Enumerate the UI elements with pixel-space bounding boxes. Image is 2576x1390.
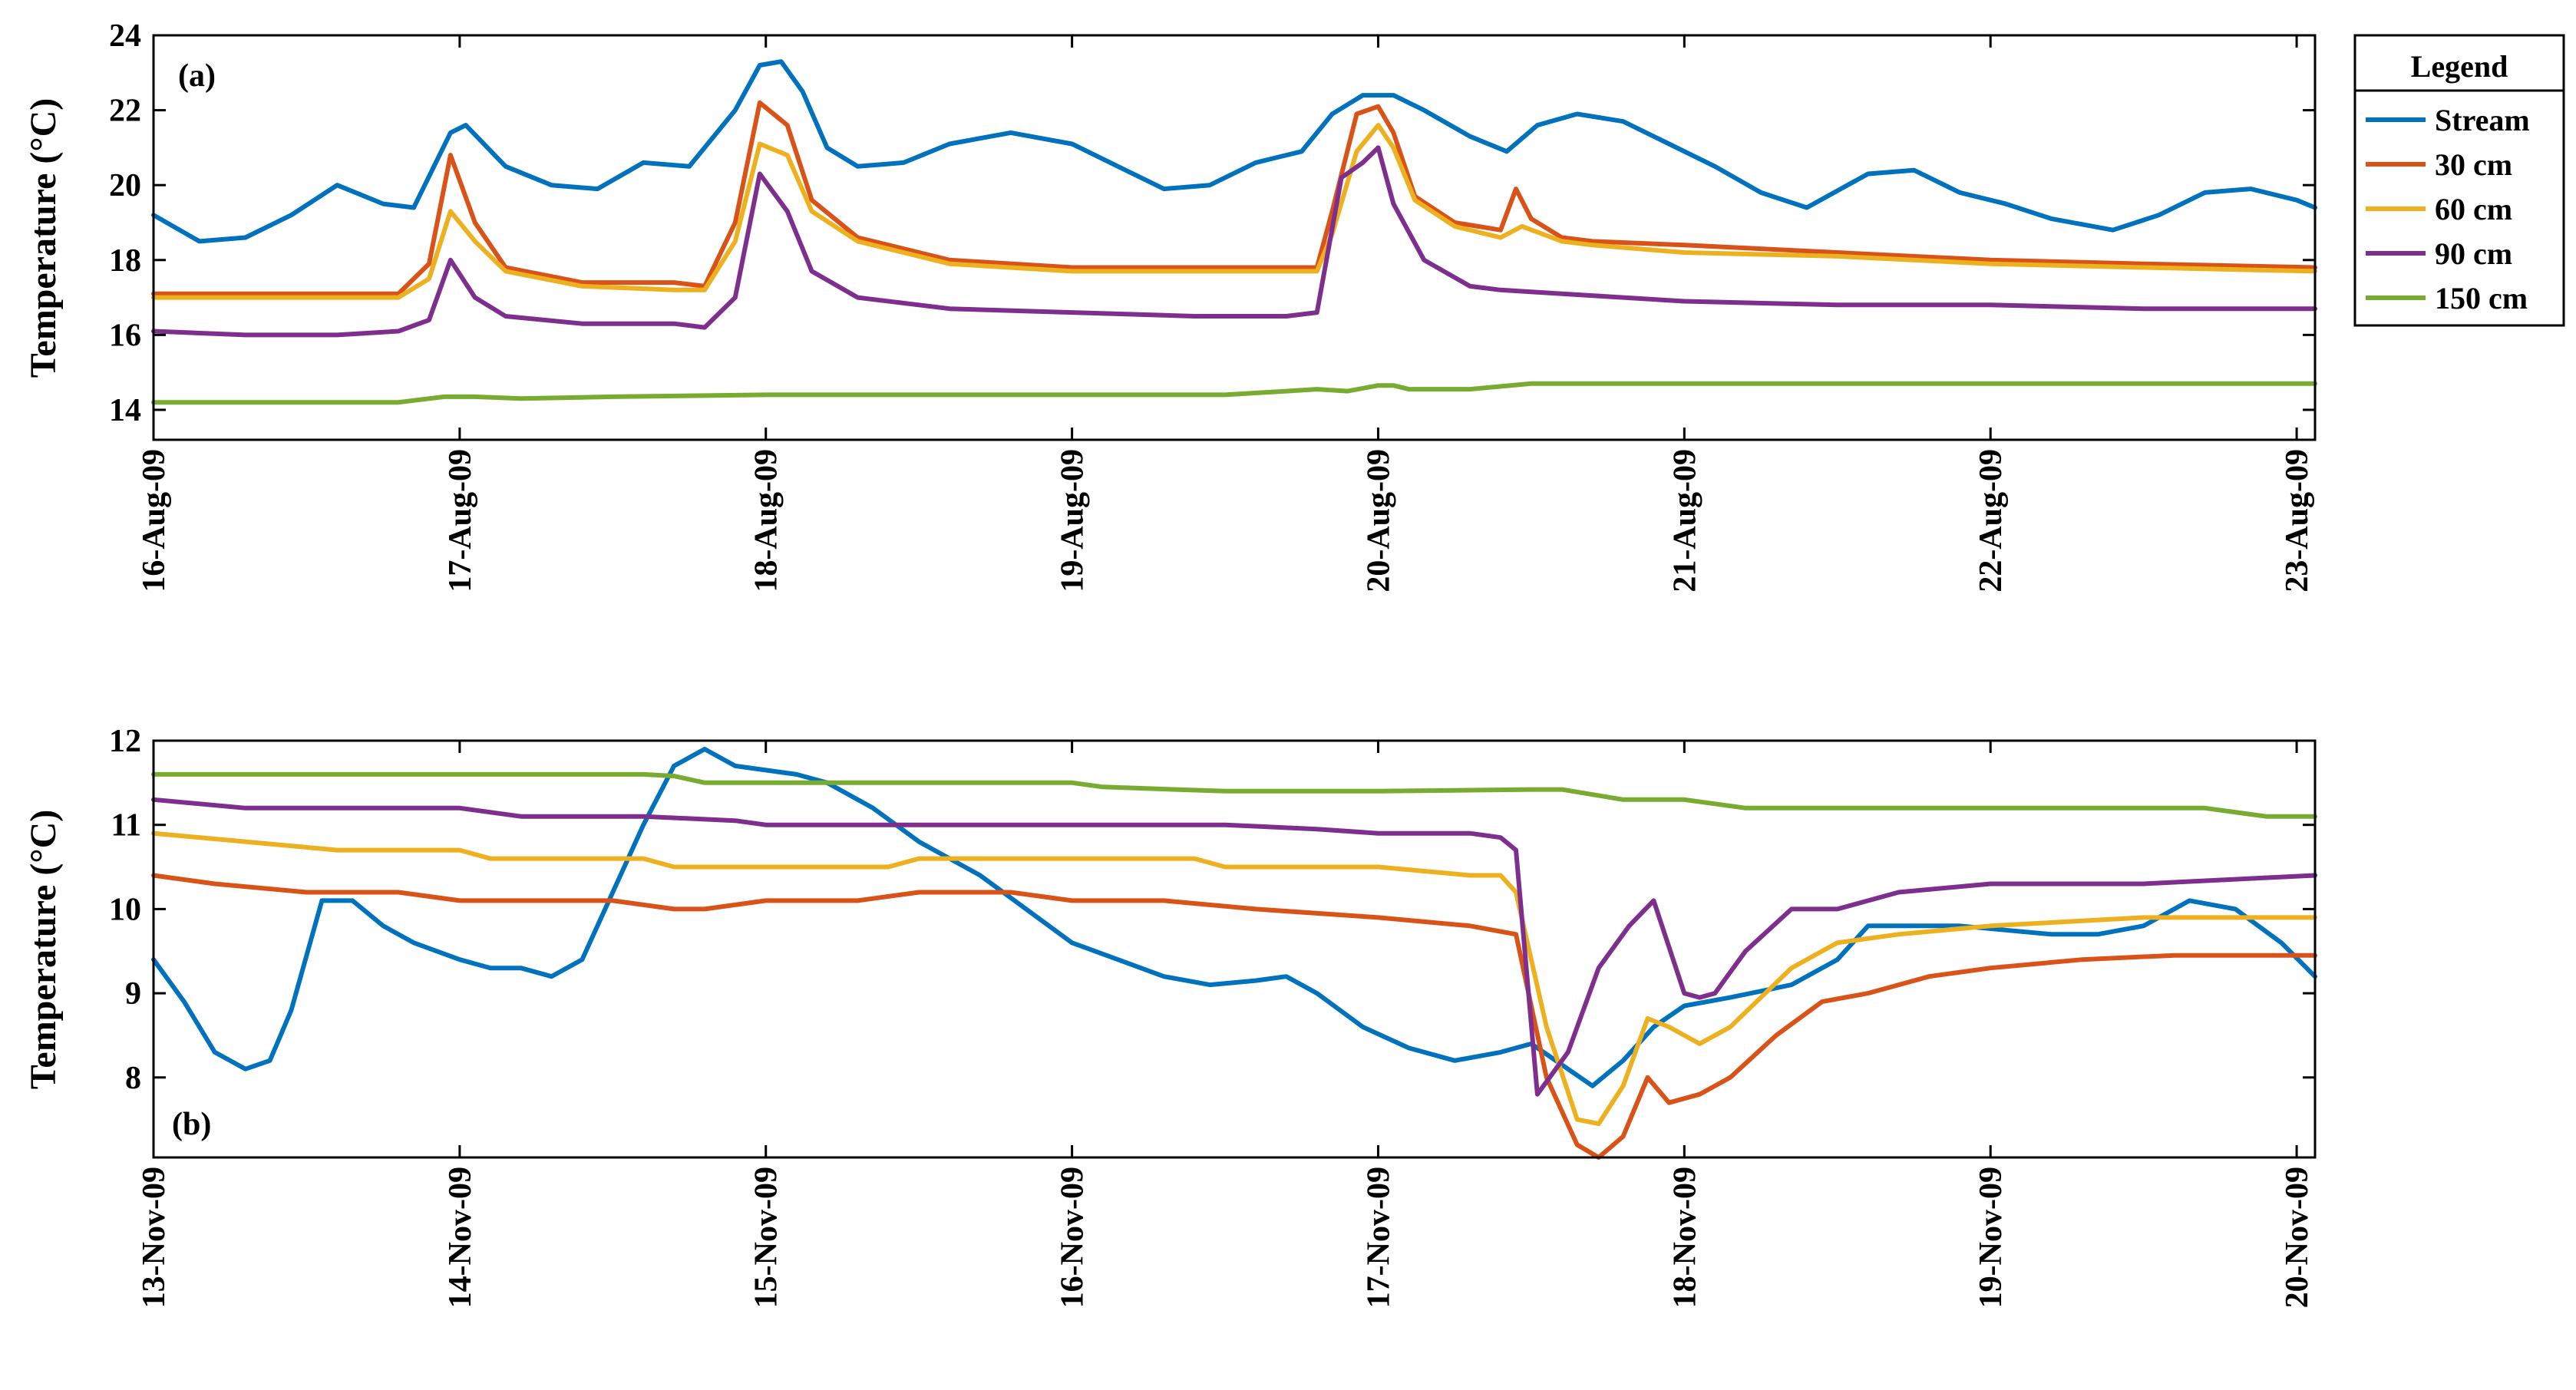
legend-box (2353, 34, 2565, 327)
panel-b-x-tick-label: 13-Nov-09 (137, 1167, 172, 1308)
panel-b-x-tick-label: 18-Nov-09 (1667, 1167, 1702, 1308)
panel-b-ticks-group: 8 9 10 11 12 13-Nov-09 14-Nov-09 15-Nov-09 16-No… (109, 724, 2315, 1308)
panel-a-series-150-cm (151, 381, 2317, 405)
panel-b-axes-frame (152, 739, 2317, 1159)
panel-b-x-tick-label: 15-Nov-09 (749, 1167, 784, 1308)
panel-b-y-tick-label: 9 (125, 976, 141, 1012)
panel-a-series-30-cm (151, 100, 2317, 296)
panel-b-label: (b) (172, 1107, 211, 1142)
panel-a-y-tick-label: 18 (109, 243, 141, 279)
panel-a-series-90-cm (151, 145, 2317, 338)
panel-b-series-30-cm (151, 873, 2317, 1160)
panel-a-x-tick-label: 19-Aug-09 (1055, 449, 1091, 593)
panel-b-x-tick-label: 17-Nov-09 (1361, 1167, 1396, 1308)
panel-b-y-tick-label: 12 (109, 724, 141, 759)
panel-b-series-150-cm (151, 771, 2317, 819)
panel-a-series-group (151, 59, 2317, 405)
panel-a-series-60-cm (151, 123, 2317, 300)
panel-b-x-tick-label: 14-Nov-09 (443, 1167, 478, 1308)
panel-a-ticks-group: 14 16 18 20 22 24 16-Aug-09 17-Aug-09 18-Aug-09 1… (109, 18, 2315, 593)
panel-a-x-tick-label: 17-Aug-09 (443, 449, 478, 593)
legend-label-30-cm: 30 cm (2435, 147, 2512, 182)
panel-b-y-tick-label: 10 (109, 892, 141, 927)
panel-a: 14 16 18 20 22 24 16-Aug-09 17-Aug-09 18-Aug-09 1… (23, 18, 2317, 593)
legend-label-stream: Stream (2435, 103, 2530, 137)
panel-a-x-tick-label: 23-Aug-09 (2280, 449, 2315, 593)
legend: Legend Stream 30 cm 60 cm 90 cm 150 cm (2353, 34, 2565, 327)
panel-a-series-stream (151, 59, 2317, 244)
panel-a-x-tick-label: 21-Aug-09 (1667, 449, 1702, 593)
panel-a-y-tick-label: 14 (109, 393, 141, 428)
panel-a-y-tick-label: 22 (109, 94, 141, 129)
legend-label-60-cm: 60 cm (2435, 192, 2512, 226)
panel-a-y-axis-label: Temperature (°C) (23, 98, 64, 378)
panel-a-x-tick-label: 18-Aug-09 (749, 449, 784, 593)
panel-b-series-stream (151, 747, 2317, 1088)
panel-a-y-tick-label: 24 (109, 18, 141, 54)
panel-a-y-tick-label: 16 (109, 318, 141, 353)
legend-entries: Stream 30 cm 60 cm 90 cm 150 cm (2366, 103, 2530, 315)
panel-b-series-90-cm (151, 797, 2317, 1097)
legend-title: Legend (2411, 49, 2508, 84)
panel-b-x-tick-label: 19-Nov-09 (1973, 1167, 2009, 1308)
panel-a-x-tick-label: 22-Aug-09 (1973, 449, 2009, 593)
panel-b-y-axis-label: Temperature (°C) (23, 810, 64, 1089)
panel-a-axes-frame (152, 34, 2317, 441)
legend-label-90-cm: 90 cm (2435, 236, 2512, 271)
panel-b-series-60-cm (151, 830, 2317, 1127)
panel-a-x-tick-label: 16-Aug-09 (137, 449, 172, 593)
panel-a-x-tick-label: 20-Aug-09 (1361, 449, 1396, 593)
panel-b-x-tick-label: 20-Nov-09 (2280, 1167, 2315, 1308)
panel-b: 8 9 10 11 12 13-Nov-09 14-Nov-09 15-Nov-09 16-No… (23, 724, 2317, 1308)
panel-a-label: (a) (178, 58, 216, 94)
legend-label-150-cm: 150 cm (2435, 281, 2528, 315)
panel-a-y-tick-label: 20 (109, 168, 141, 203)
panel-b-y-tick-label: 11 (111, 808, 141, 844)
panel-b-x-tick-label: 16-Nov-09 (1055, 1167, 1091, 1308)
panel-b-series-group (151, 747, 2317, 1160)
panel-b-y-tick-label: 8 (125, 1061, 141, 1096)
